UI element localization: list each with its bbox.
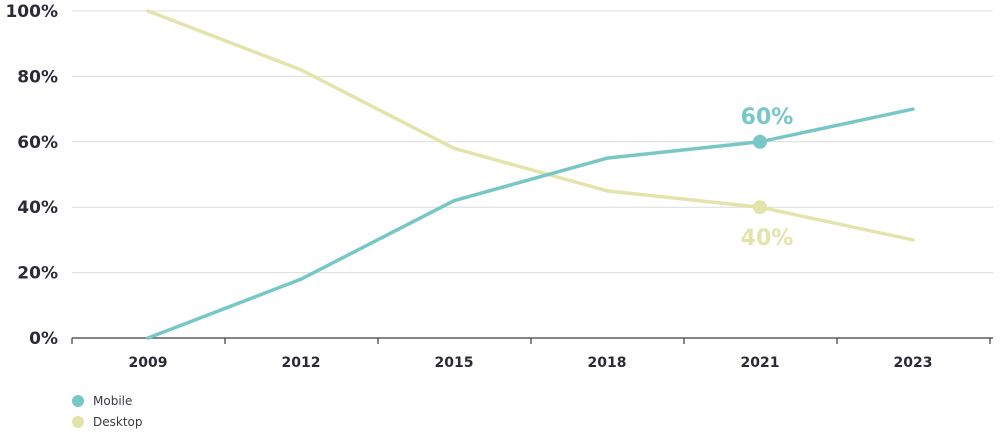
legend-item-desktop: Desktop (72, 411, 143, 432)
x-axis (71, 337, 993, 344)
x-axis-tick-labels: 2009 2012 2015 2018 2021 2023 (129, 355, 933, 371)
data-point-desktop (753, 200, 767, 215)
series-lines (146, 9, 915, 340)
x-tick-label: 2021 (741, 355, 780, 371)
x-tick-label: 2015 (435, 355, 474, 371)
x-tick-label: 2018 (588, 355, 627, 371)
y-tick-label: 60% (17, 133, 58, 153)
data-label-desktop: 40% (741, 226, 794, 251)
y-tick-label: 100% (5, 2, 58, 22)
y-tick-label: 80% (17, 67, 58, 87)
legend-label-desktop: Desktop (93, 414, 143, 429)
legend: Mobile Desktop (72, 390, 143, 432)
y-tick-label: 0% (29, 329, 58, 349)
legend-swatch-desktop (72, 415, 84, 428)
data-label-mobile: 60% (741, 105, 794, 130)
legend-swatch-mobile (72, 394, 84, 407)
x-tick-label: 2023 (894, 355, 933, 371)
legend-label-mobile: Mobile (93, 393, 133, 408)
data-point-mobile (753, 134, 767, 149)
series-line-mobile (146, 107, 915, 340)
x-tick-label: 2009 (129, 355, 168, 371)
gridlines (72, 10, 993, 274)
series-line-desktop (146, 9, 915, 242)
y-tick-label: 40% (17, 198, 58, 218)
y-tick-label: 20% (17, 264, 58, 284)
x-tick-label: 2012 (282, 355, 321, 371)
annotations: 60% 40% (741, 105, 794, 251)
y-axis-tick-labels: 0% 20% 40% 60% 80% 100% (5, 2, 58, 349)
legend-item-mobile: Mobile (72, 390, 143, 411)
